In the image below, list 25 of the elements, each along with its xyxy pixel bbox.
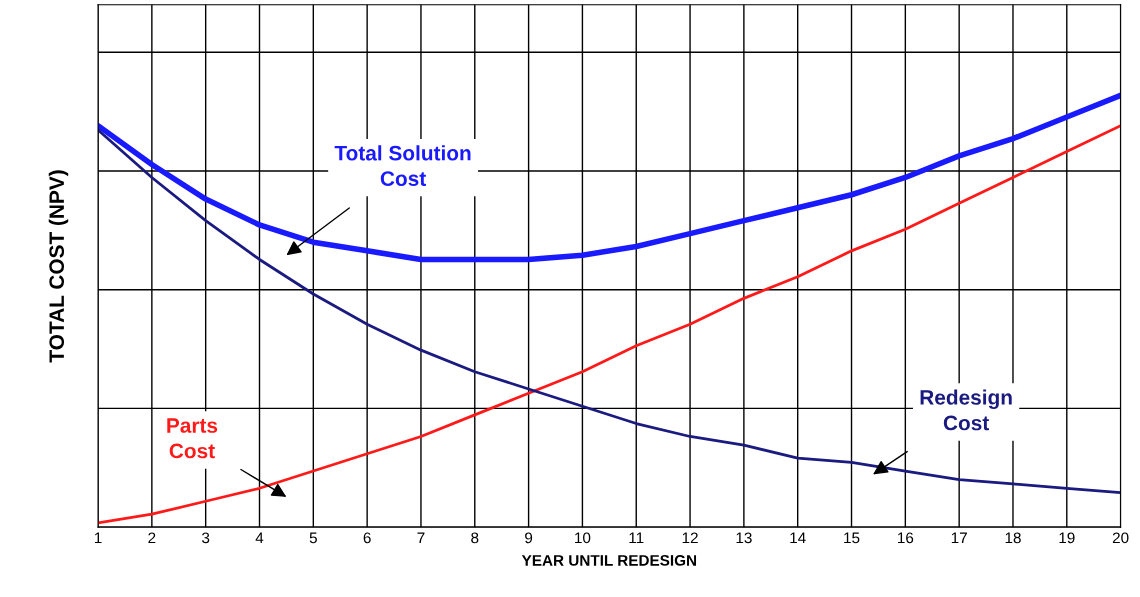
x-tick-label: 18 [1005, 532, 1021, 544]
x-tick-label: 10 [575, 532, 591, 544]
x-tick-label: 4 [255, 532, 264, 544]
x-tick-label: 1 [94, 532, 102, 544]
x-tick-label: 7 [417, 532, 425, 544]
x-tick-label: 17 [951, 532, 967, 544]
series-label: Parts Cost [167, 418, 218, 459]
x-tick-label: 2 [148, 532, 156, 544]
x-tick-label: 6 [363, 532, 371, 544]
x-tick-label: 9 [525, 532, 533, 544]
x-tick-label: 15 [844, 532, 860, 544]
x-tick-label: 13 [736, 532, 752, 544]
x-tick-label: 12 [682, 532, 698, 544]
x-tick-label: 5 [309, 532, 317, 544]
x-tick-label: 8 [471, 532, 479, 544]
x-tick-label: 20 [1112, 532, 1129, 544]
text: Redesign Cost [920, 389, 1012, 431]
text: Total Solution Cost [334, 145, 471, 186]
x-axis-title: YEAR UNTIL REDESIGN [521, 554, 697, 566]
x-tick-label: 14 [790, 532, 806, 544]
x-tick-label: 11 [629, 532, 644, 544]
x-tick-label: 3 [202, 532, 210, 544]
x-tick-label: 16 [898, 532, 914, 544]
x-tick-label: 19 [1059, 532, 1075, 544]
y-axis-title: TOTAL COST (NPV) [48, 170, 69, 363]
